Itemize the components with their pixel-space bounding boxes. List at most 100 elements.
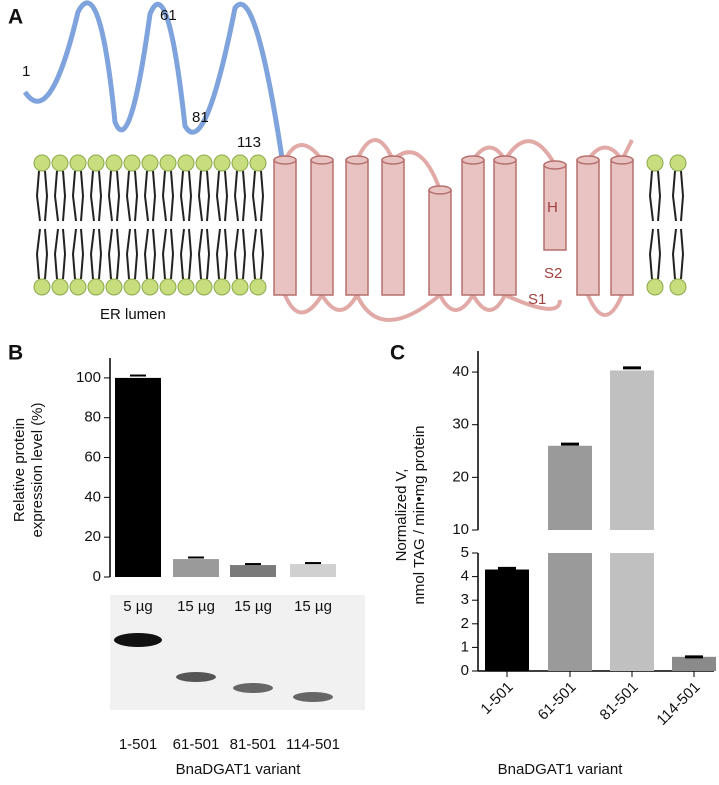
lipid-tail: [671, 228, 685, 280]
helix-cylinder: [610, 159, 634, 296]
y-axis-label: Normalized V,: [393, 469, 410, 562]
lipid-head: [669, 278, 687, 296]
y-tick-label: 4: [461, 568, 469, 585]
y-axis-label: expression level (%): [29, 402, 46, 537]
lipid-tail: [648, 228, 662, 280]
y-tick-label: 20: [452, 468, 469, 485]
bar: [230, 565, 276, 577]
helix-cylinder: [273, 159, 297, 296]
lipid-head: [141, 154, 159, 172]
lipid-head: [195, 278, 213, 296]
membrane-label: ER lumen: [100, 306, 166, 323]
lipid-tail: [233, 228, 247, 280]
y-tick-label: 5: [461, 544, 469, 561]
blot-band: [293, 692, 333, 702]
panel-label: C: [390, 342, 405, 365]
x-tick-label: 81-501: [597, 679, 642, 724]
x-tick-label: 1-501: [119, 736, 157, 753]
lipid-tail: [107, 228, 121, 280]
y-tick-label: 80: [84, 409, 101, 426]
helix-cap: [428, 185, 452, 195]
lipid-tail: [89, 228, 103, 280]
loading-label: 5 µg: [123, 598, 153, 615]
residue-label: 61: [160, 7, 177, 24]
helix-cap: [273, 155, 297, 165]
bar: [290, 564, 336, 577]
lipid-head: [33, 278, 51, 296]
lipid-tail: [179, 170, 193, 222]
residue-label: 113: [237, 134, 261, 151]
y-tick-label: 10: [452, 521, 469, 538]
lipid-head: [213, 154, 231, 172]
helix-cap: [345, 155, 369, 165]
lipid-head: [33, 154, 51, 172]
panel-label: B: [8, 342, 23, 365]
lipid-tail: [53, 170, 67, 222]
bar: [672, 656, 716, 671]
x-tick-label: 114-501: [653, 679, 703, 729]
lipid-head: [669, 154, 687, 172]
bar: [548, 445, 592, 530]
membrane: [33, 154, 687, 296]
loading-label: 15 µg: [177, 598, 215, 615]
x-tick-label: 61-501: [173, 736, 220, 753]
lipid-head: [123, 278, 141, 296]
helix-cap: [493, 155, 517, 165]
bar: [485, 569, 529, 671]
lipid-head: [105, 278, 123, 296]
x-axis-label: BnaDGAT1 variant: [176, 761, 302, 778]
helix-cylinder: [493, 159, 517, 296]
lipid-tail: [53, 228, 67, 280]
helix-cylinder: [428, 189, 452, 296]
n-terminal-helix: [22, 0, 285, 159]
lipid-head: [213, 278, 231, 296]
lipid-tail: [143, 228, 157, 280]
lipid-tail: [197, 170, 211, 222]
loading-label: 15 µg: [234, 598, 272, 615]
helix-cylinder: [381, 159, 405, 296]
lipid-head: [646, 278, 664, 296]
lipid-head: [177, 278, 195, 296]
site-label: S2: [544, 265, 562, 282]
lipid-tail: [233, 170, 247, 222]
y-axis-label: nmol TAG / min•mg protein: [411, 426, 428, 605]
lipid-head: [123, 154, 141, 172]
y-tick-label: 40: [84, 488, 101, 505]
y-tick-label: 60: [84, 449, 101, 466]
lipid-tail: [197, 228, 211, 280]
lipid-head: [159, 278, 177, 296]
y-tick-label: 100: [76, 369, 101, 386]
bar: [548, 553, 592, 671]
lipid-head: [69, 278, 87, 296]
lipid-head: [87, 154, 105, 172]
x-tick-label: 81-501: [230, 736, 277, 753]
lipid-head: [177, 154, 195, 172]
lipid-head: [249, 154, 267, 172]
panel-label: A: [8, 6, 23, 29]
y-tick-label: 2: [461, 615, 469, 632]
y-axis-label: Relative protein: [11, 418, 28, 522]
lipid-tail: [161, 228, 175, 280]
bar: [173, 559, 219, 577]
lipid-tail: [161, 170, 175, 222]
helix-cap: [610, 155, 634, 165]
helix-cylinder: [461, 159, 485, 296]
y-tick-label: 0: [93, 568, 101, 585]
lipid-tail: [251, 170, 265, 222]
lipid-tail: [671, 170, 685, 222]
lipid-tail: [89, 170, 103, 222]
y-tick-label: 3: [461, 591, 469, 608]
lipid-head: [195, 154, 213, 172]
helix-cap: [461, 155, 485, 165]
lipid-tail: [71, 228, 85, 280]
x-tick-label: 114-501: [286, 736, 340, 753]
lipid-tail: [251, 228, 265, 280]
lipid-tail: [215, 170, 229, 222]
lipid-tail: [125, 228, 139, 280]
loading-label: 15 µg: [294, 598, 332, 615]
lipid-head: [51, 154, 69, 172]
y-tick-label: 30: [452, 416, 469, 433]
x-axis-label: BnaDGAT1 variant: [498, 761, 624, 778]
site-label: S1: [528, 291, 546, 308]
